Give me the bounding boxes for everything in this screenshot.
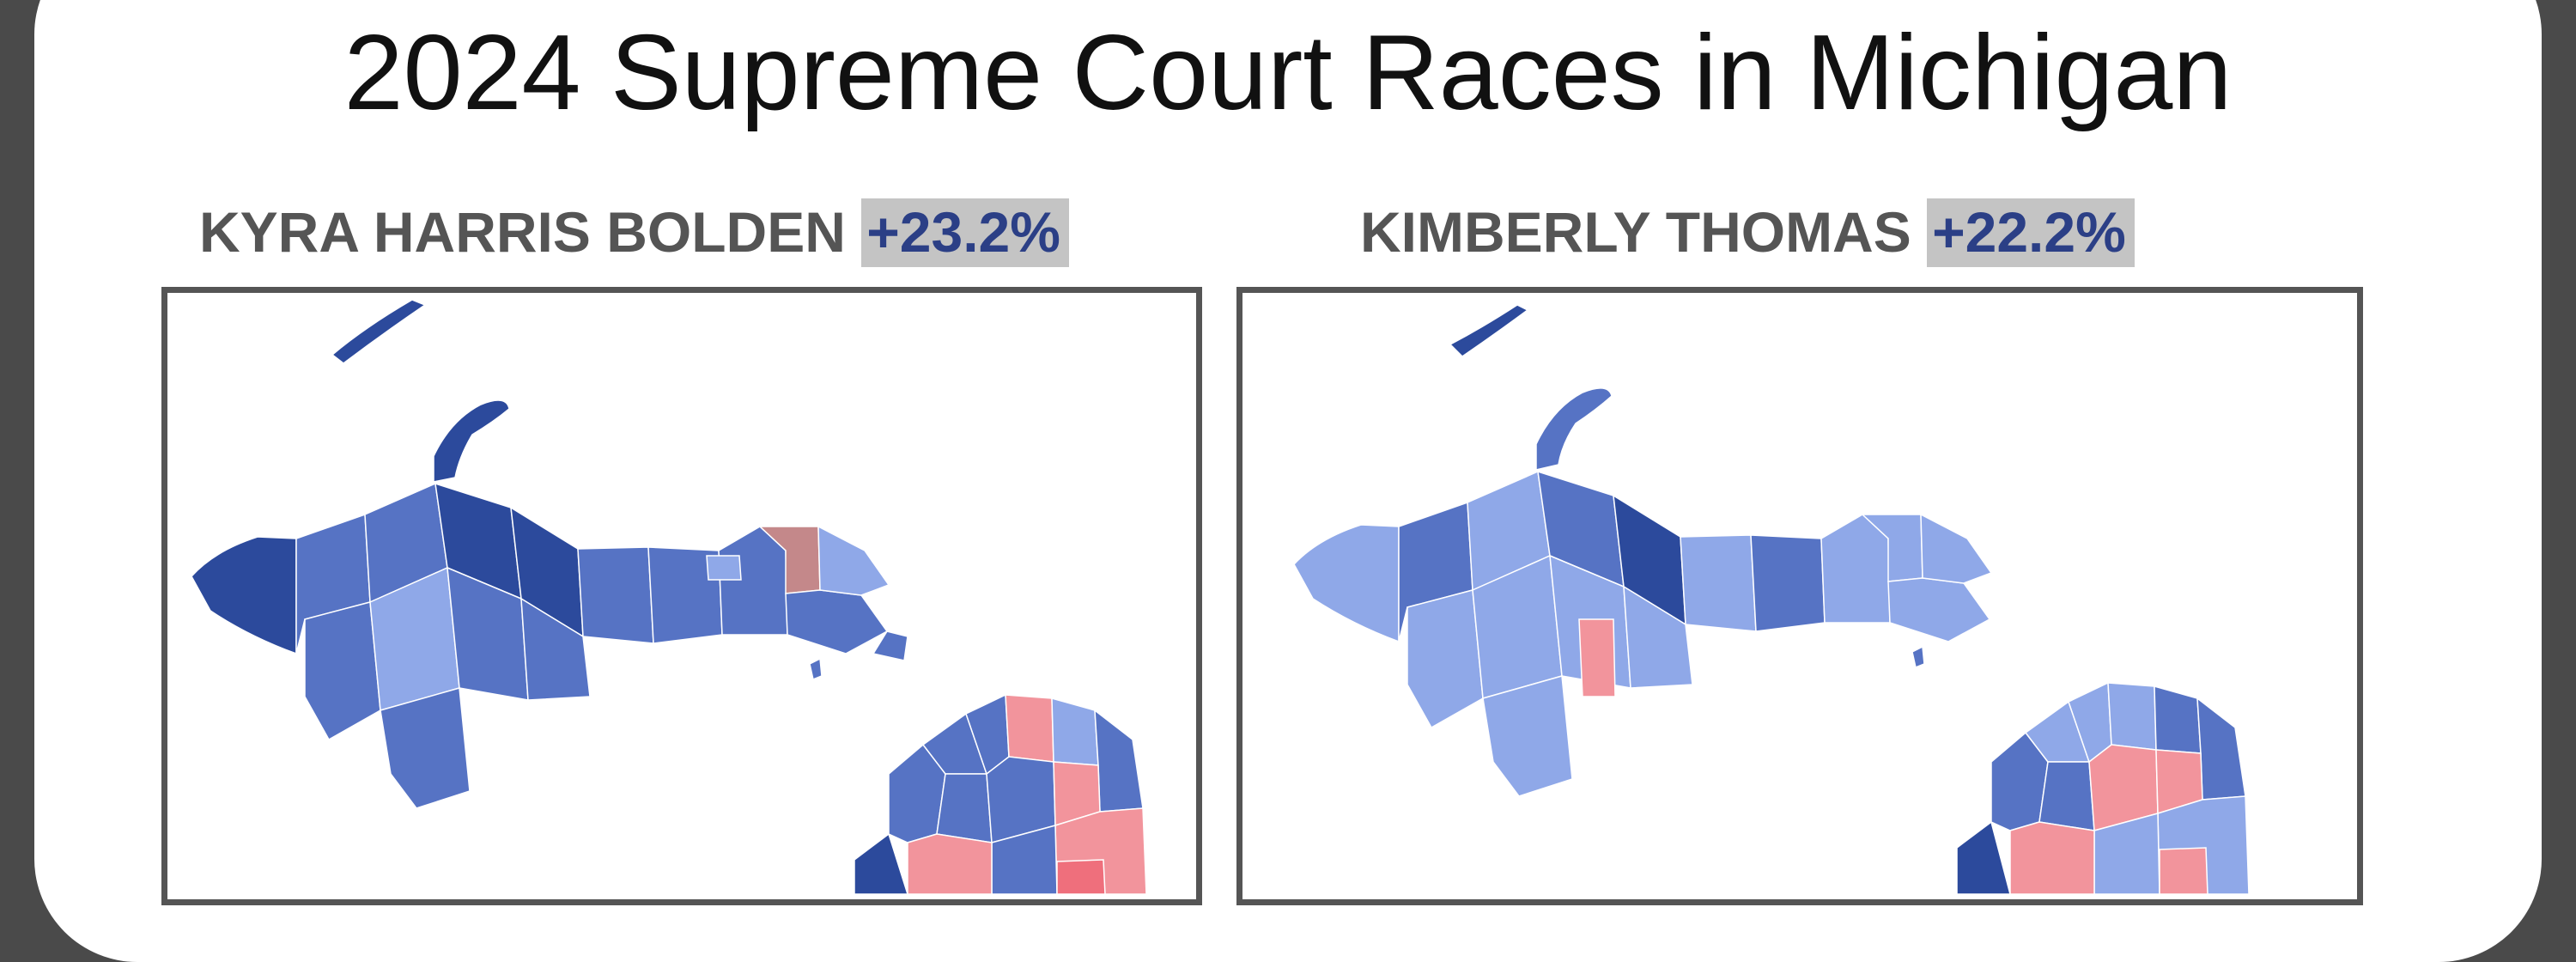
county-up-10	[520, 597, 591, 701]
beaver-island	[1911, 645, 1925, 669]
isle-royale	[1449, 304, 1529, 357]
county-lp-5	[2107, 682, 2157, 751]
county-up-16	[1887, 577, 1991, 642]
isle-royale	[331, 299, 427, 364]
michigan-map-right	[1293, 304, 2250, 894]
candidate-name-right: KIMBERLY THOMAS	[1360, 200, 1911, 264]
county-lp-7	[1094, 709, 1144, 813]
county-up-11	[577, 546, 654, 644]
county-up-1	[1293, 524, 1400, 643]
county-lp-1	[1956, 820, 2011, 894]
county-lp-13	[907, 833, 993, 894]
county-lp-6	[2154, 685, 2202, 754]
county-lp-14	[1056, 859, 1106, 894]
candidate-margin-right: +22.2%	[1927, 198, 2135, 267]
candidate-name-left: KYRA HARRIS BOLDEN	[199, 200, 846, 264]
candidate-margin-left: +23.2%	[861, 198, 1069, 267]
keweenaw-peninsula	[433, 399, 510, 483]
county-lp-1	[854, 832, 908, 894]
county-up-4	[304, 601, 381, 741]
candidate-label-right: KIMBERLY THOMAS +22.2%	[1360, 198, 2135, 267]
candidate-label-left: KYRA HARRIS BOLDEN +23.2%	[199, 198, 1069, 267]
county-up-10b	[1578, 618, 1616, 697]
county-up-8	[1482, 675, 1573, 797]
map-panel-right	[1236, 287, 2363, 905]
map-panel-left	[161, 287, 1202, 905]
county-up-16	[785, 589, 889, 655]
county-lp-14	[2159, 847, 2208, 894]
county-up-12	[1750, 534, 1826, 632]
county-up-17	[817, 525, 890, 596]
county-up-14	[706, 555, 742, 581]
county-lp-13	[2009, 821, 2095, 894]
county-up-4	[1406, 589, 1484, 729]
page-title: 2024 Supreme Court Races in Michigan	[343, 14, 2233, 132]
county-lp-8	[2038, 761, 2095, 831]
keweenaw-peninsula	[1535, 387, 1613, 471]
county-up-10	[1623, 585, 1693, 689]
county-lp-8	[936, 773, 993, 843]
county-lp-6	[1051, 697, 1099, 766]
county-up-11	[1680, 534, 1757, 632]
county-lp-7	[2196, 697, 2246, 801]
county-lp-5	[1005, 694, 1054, 763]
michigan-map-left	[191, 299, 1147, 894]
county-up-1	[191, 536, 297, 655]
county-up-17	[1920, 513, 1993, 584]
beaver-island	[809, 657, 823, 681]
county-up-18	[872, 630, 908, 661]
county-up-8	[380, 687, 471, 809]
